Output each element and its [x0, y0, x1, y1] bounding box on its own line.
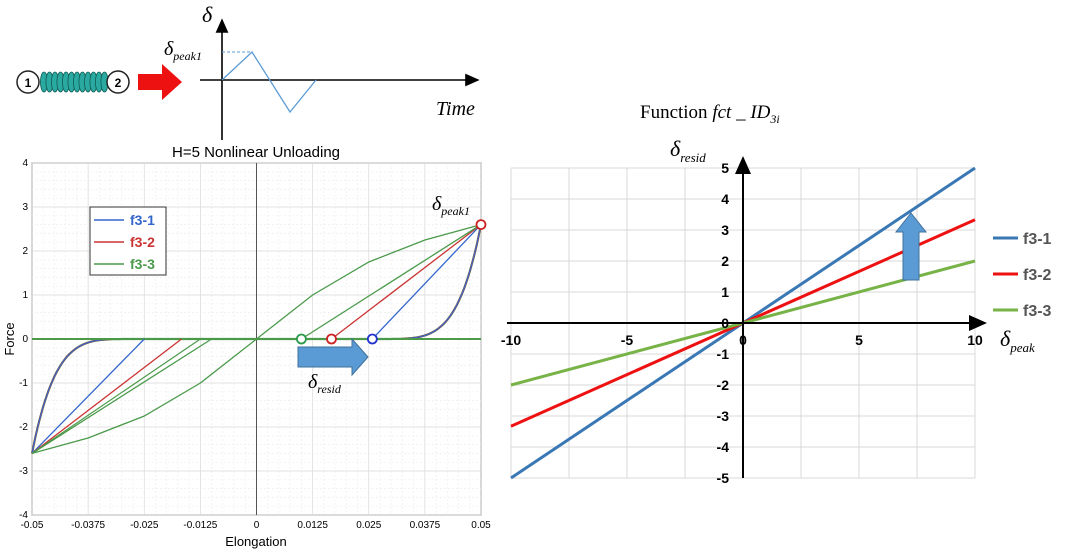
- left-x-tick-label: -0.0125: [183, 520, 217, 531]
- left-y-tick-label: 1: [22, 290, 28, 301]
- right-x-tick-label: -10: [501, 332, 521, 348]
- right-y-tick-label: -1: [717, 346, 730, 362]
- left-y-tick-label: -2: [19, 422, 28, 433]
- node-1-circle: [16, 70, 40, 94]
- left-chart: H=5 Nonlinear Unloading -0.05 -0.0375 -0.0…: [2, 144, 491, 549]
- node-1-label: 1: [25, 76, 32, 90]
- right-y-tick-label: -5: [717, 470, 730, 486]
- left-y-tick-label: 4: [22, 158, 28, 169]
- right-x-tick-label: 5: [855, 332, 863, 348]
- unloading-line-f3-2: [331, 224, 482, 340]
- right-y-tick-label: 2: [721, 253, 729, 269]
- right-y-tick-label: 3: [721, 222, 729, 238]
- left-x-axis-label: Elongation: [225, 534, 286, 549]
- resid-shift-arrow-icon: [297, 337, 369, 377]
- right-x-tick-label: 0: [739, 332, 747, 348]
- right-y-axis-symbol: δresid: [670, 136, 706, 165]
- left-x-tick-label: 0.0375: [410, 520, 441, 531]
- left-x-tick-label: -0.025: [130, 520, 159, 531]
- left-y-tick-label: 3: [22, 202, 28, 213]
- spring-diagram: 1 2: [16, 64, 182, 100]
- left-tick-labels: -0.05 -0.0375 -0.025 -0.0125 0 0.0125 0.025 0.0…: [19, 158, 491, 531]
- left-y-tick-label: -1: [19, 378, 28, 389]
- right-x-tick-label: -5: [621, 332, 634, 348]
- right-y-tick-label: 4: [721, 191, 729, 207]
- residual-marker-f3-1: [366, 333, 378, 345]
- right-y-tick-label: 0: [721, 315, 729, 331]
- left-x-tick-label: -0.05: [21, 520, 44, 531]
- delta-axis-symbol: δ: [202, 2, 213, 27]
- reloading-line-f3-3: [31, 338, 212, 454]
- reloading-line-f3-1: [31, 338, 145, 454]
- left-y-tick-label: -3: [19, 466, 28, 477]
- right-y-tick-label: 5: [721, 160, 729, 176]
- legend-label-r-f3-1: f3-1: [1023, 231, 1052, 248]
- residual-marker-f3-2: [326, 333, 337, 345]
- resid-label: δresid: [308, 371, 342, 396]
- right-y-tick-label: -3: [717, 408, 730, 424]
- legend-label-f3-2: f3-2: [130, 234, 155, 250]
- f3-3-backbone: [31, 223, 482, 455]
- spring-coil-icon: [40, 71, 109, 93]
- peak1-label: δpeak1: [164, 38, 202, 63]
- legend-label-r-f3-2: f3-2: [1023, 267, 1052, 284]
- node-2-label: 2: [115, 76, 122, 90]
- reloading-line-f3-2: [31, 338, 182, 454]
- load-arrow-icon: [138, 64, 182, 100]
- left-y-tick-label: 2: [22, 246, 28, 257]
- left-x-tick-label: 0.05: [471, 520, 491, 531]
- left-x-tick-label: -0.0375: [71, 520, 105, 531]
- right-chart: Function fct _ ID3i -10 -5 0 5 10-5-4-3-2-10…: [501, 102, 1052, 486]
- residual-marker-peak: [475, 219, 487, 231]
- left-legend: f3-1 f3-2 f3-3: [89, 206, 167, 276]
- right-y-tick-label: -4: [717, 439, 730, 455]
- left-markers: [295, 219, 487, 345]
- left-y-tick-label: 0: [22, 334, 28, 345]
- right-x-axis-symbol: δpeak: [1000, 326, 1035, 355]
- time-history-plot: δ δpeak1 Time: [164, 2, 480, 140]
- secant-line-f3-3: [31, 338, 201, 454]
- node-2-circle: [106, 70, 130, 94]
- time-axis-label: Time: [436, 98, 475, 120]
- left-peak1-label: δpeak1: [432, 193, 470, 218]
- time-history-curve: [221, 50, 317, 114]
- right-axes: [507, 156, 987, 478]
- left-x-tick-label: 0: [254, 520, 260, 531]
- left-chart-title: H=5 Nonlinear Unloading: [172, 144, 340, 161]
- unloading-line-f3-3: [301, 224, 482, 340]
- left-y-tick-label: -4: [19, 510, 28, 521]
- right-y-tick-label: -2: [717, 377, 730, 393]
- increase-arrow-icon: [894, 212, 928, 281]
- right-chart-title: Function fct _ ID3i: [640, 102, 780, 126]
- legend-label-r-f3-3: f3-3: [1023, 303, 1052, 320]
- right-y-tick-label: 1: [721, 284, 729, 300]
- left-curves: [30, 223, 483, 455]
- left-y-axis-label: Force: [2, 322, 17, 355]
- left-x-tick-label: 0.025: [356, 520, 381, 531]
- right-x-tick-label: 10: [967, 332, 983, 348]
- legend-label-f3-1: f3-1: [130, 212, 155, 228]
- right-legend: f3-1 f3-2 f3-3: [993, 231, 1052, 320]
- unloading-line-f3-1: [371, 224, 482, 340]
- residual-marker-f3-3: [295, 333, 307, 345]
- left-x-tick-label: 0.0125: [297, 520, 328, 531]
- legend-label-f3-3: f3-3: [130, 256, 155, 272]
